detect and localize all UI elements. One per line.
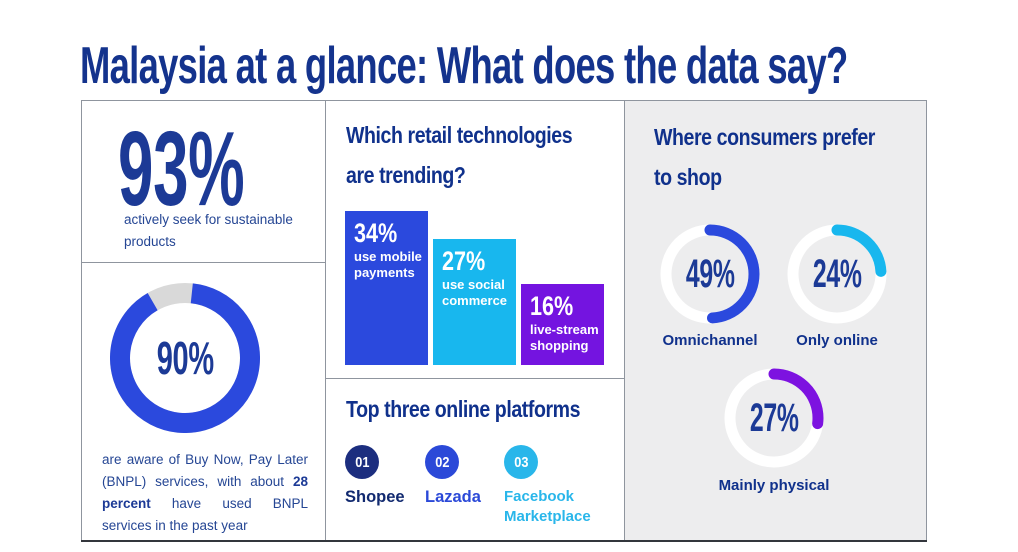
- bnpl-donut-arc: [110, 283, 260, 433]
- platform-rank-badge: 01: [345, 445, 379, 479]
- ring-only-online-arc: [787, 224, 887, 324]
- bottom-border-line: [81, 540, 927, 542]
- retail-tech-heading: Which retail technologies are trending?: [346, 115, 573, 195]
- ring-mainly-physical-arc: [724, 368, 824, 468]
- ring-mainly-physical-value: 27%: [749, 396, 799, 440]
- bar-mobile-payments: 34% use mobile payments: [345, 211, 428, 365]
- bnpl-caption-bold: 28 percent: [102, 474, 308, 511]
- bar-livestream-shopping-value: 16%: [530, 291, 574, 321]
- sustainable-value: 93%: [118, 110, 245, 228]
- platform-item-lazada: 02 Lazada: [425, 445, 503, 507]
- bar-social-commerce: 27% use social commerce: [433, 239, 516, 365]
- retail-tech-bar-chart: 34% use mobile payments 27% use social c…: [345, 205, 607, 365]
- platform-name-lazada: Lazada: [425, 488, 481, 506]
- ring-chart-only-online: 24%: [787, 224, 887, 324]
- bnpl-caption-post: have used BNPL services in the past year: [102, 496, 308, 533]
- page-title: Malaysia at a glance: What does the data…: [80, 37, 848, 95]
- ring-only-online-svg: [787, 224, 887, 324]
- bnpl-donut-chart: 90%: [110, 283, 260, 433]
- bar-social-commerce-value: 27%: [442, 246, 486, 276]
- ring-omnichannel-arc: [660, 224, 760, 324]
- ring-label-omnichannel: Omnichannel: [662, 332, 758, 349]
- ring-omnichannel-value: 49%: [685, 252, 735, 296]
- panel-sustainable: 93% actively seek for sustainable produc…: [81, 100, 326, 263]
- panel-platforms: Top three online platforms 01 Shopee 02 …: [325, 378, 625, 541]
- platform-rank-badge: 03: [504, 445, 538, 479]
- ring-label-mainly-physical: Mainly physical: [718, 477, 830, 494]
- retail-tech-heading-line2: are trending?: [346, 162, 466, 188]
- bar-livestream-shopping: 16% live-stream shopping: [521, 284, 604, 365]
- sustainable-caption: actively seek for sustainable products: [124, 212, 293, 249]
- platform-rank-1: 01: [354, 453, 370, 471]
- platform-rank-badge: 02: [425, 445, 459, 479]
- shop-heading-line2: to shop: [654, 164, 722, 190]
- ring-chart-mainly-physical: 27%: [724, 368, 824, 468]
- panel-retail-tech: Which retail technologies are trending? 3…: [325, 100, 625, 379]
- platform-rank-2: 02: [434, 453, 450, 471]
- shop-heading-line1: Where consumers prefer: [654, 124, 875, 150]
- platform-item-facebook-marketplace: 03 Facebook Marketplace: [504, 445, 610, 527]
- platforms-heading: Top three online platforms: [346, 396, 581, 422]
- shop-preference-heading: Where consumers prefer to shop: [654, 117, 875, 197]
- ring-mainly-physical-svg: [724, 368, 824, 468]
- platform-name-shopee: Shopee: [345, 488, 405, 506]
- platform-item-shopee: 01 Shopee: [345, 445, 423, 507]
- bnpl-value: 90%: [156, 332, 214, 384]
- bar-mobile-payments-label: use mobile payments: [354, 249, 422, 281]
- retail-tech-heading-line1: Which retail technologies: [346, 122, 573, 148]
- bnpl-caption-pre: are aware of Buy Now, Pay Later (BNPL) s…: [102, 452, 308, 489]
- bar-livestream-shopping-label: live-stream shopping: [530, 322, 599, 354]
- platform-rank-3: 03: [513, 453, 529, 471]
- bar-mobile-payments-value: 34%: [354, 218, 398, 248]
- bnpl-caption: are aware of Buy Now, Pay Later (BNPL) s…: [102, 449, 308, 537]
- bar-social-commerce-label: use social commerce: [442, 277, 508, 309]
- platform-name-facebook-marketplace: Facebook Marketplace: [504, 488, 591, 525]
- panel-shop-preference: Where consumers prefer to shop 49% 24% 27…: [624, 100, 927, 541]
- panel-bnpl: 90% are aware of Buy Now, Pay Later (BNP…: [81, 262, 326, 541]
- ring-chart-omnichannel: 49%: [660, 224, 760, 324]
- ring-omnichannel-svg: [660, 224, 760, 324]
- bnpl-donut-svg: [110, 283, 260, 433]
- ring-only-online-value: 24%: [812, 252, 862, 296]
- ring-label-only-online: Only online: [796, 332, 878, 349]
